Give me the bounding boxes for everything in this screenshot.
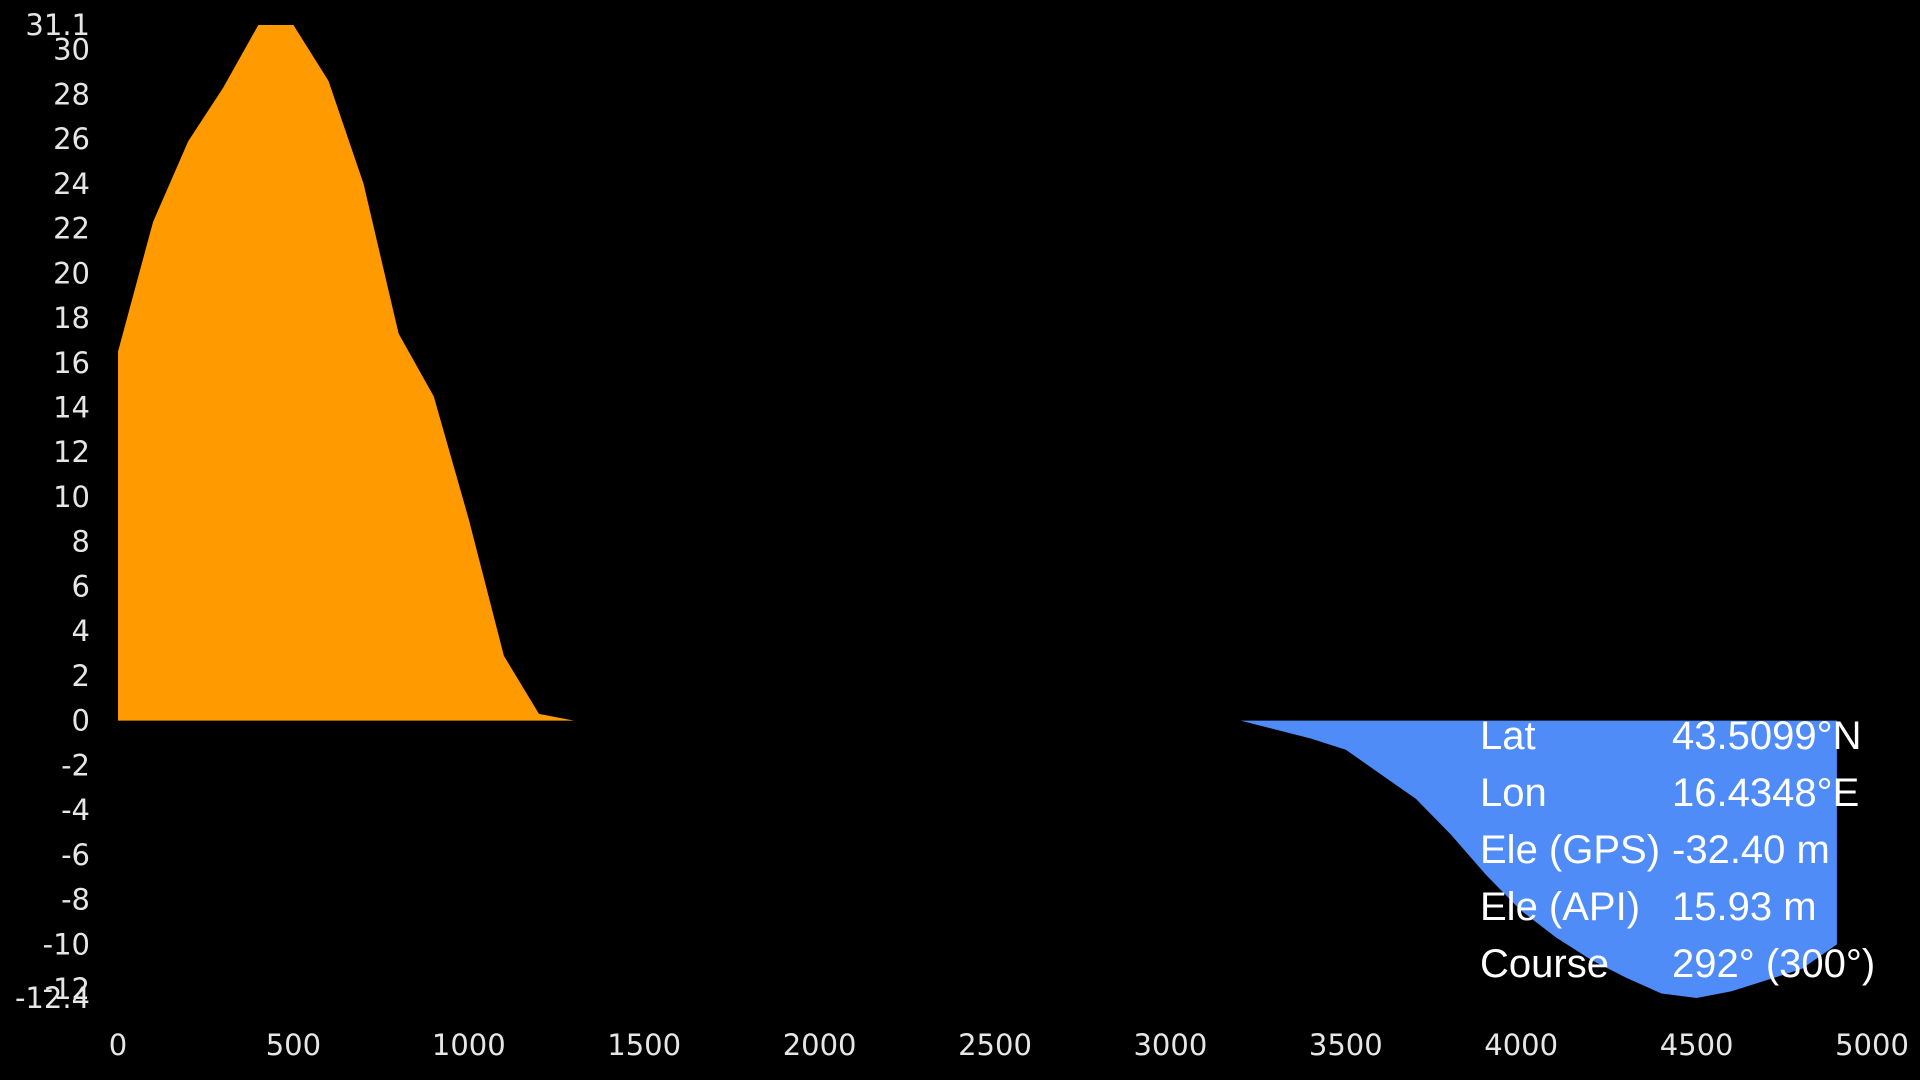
x-tick-label: 5000	[1835, 1028, 1909, 1062]
y-tick-label: 24	[53, 167, 90, 201]
y-tick-label: 6	[72, 569, 90, 603]
y-tick-label: -12.4	[15, 981, 90, 1015]
x-tick-label: 1000	[432, 1028, 506, 1062]
ele-gps-value: -32.40 m	[1672, 828, 1830, 872]
y-tick-label: -10	[43, 927, 90, 961]
x-tick-label: 500	[266, 1028, 321, 1062]
y-tick-label: 22	[53, 212, 90, 246]
y-tick-label: -2	[61, 748, 90, 782]
y-tick-label: 0	[72, 704, 90, 738]
x-tick-label: 3500	[1309, 1028, 1383, 1062]
y-tick-label: 12	[53, 435, 90, 469]
y-tick-label: 8	[72, 525, 90, 559]
y-tick-label: -12	[43, 972, 90, 1006]
y-tick-label: 4	[72, 614, 90, 648]
lat-label: Lat	[1480, 714, 1536, 758]
chart-areas	[118, 25, 1837, 998]
info-row-lon: Lon 16.4348°E	[1480, 765, 1875, 822]
lon-value: 16.4348°E	[1672, 771, 1860, 815]
y-tick-label: 16	[53, 346, 90, 380]
ele-api-value: 15.93 m	[1672, 885, 1817, 929]
info-row-ele-api: Ele (API) 15.93 m	[1480, 879, 1875, 936]
x-tick-label: 0	[109, 1028, 127, 1062]
location-info-panel: Lat 43.5099°N Lon 16.4348°E Ele (GPS) -3…	[1480, 708, 1875, 993]
x-tick-label: 2000	[783, 1028, 857, 1062]
y-tick-label: 28	[53, 77, 90, 111]
x-axis-ticks: 0 500 1000 1500 2000 2500 3000 3500 4000 4500 5000	[109, 1028, 1909, 1062]
x-tick-label: 4500	[1660, 1028, 1734, 1062]
x-tick-label: 2500	[958, 1028, 1032, 1062]
y-tick-label: 10	[53, 480, 90, 514]
y-tick-label: -4	[61, 793, 90, 827]
y-tick-label: -6	[61, 838, 90, 872]
y-tick-label: 31.1	[25, 8, 90, 42]
lon-label: Lon	[1480, 771, 1547, 815]
y-tick-label: 14	[53, 390, 90, 424]
ele-api-label: Ele (API)	[1480, 885, 1641, 929]
info-row-ele-gps: Ele (GPS) -32.40 m	[1480, 822, 1875, 879]
y-tick-label: 30	[53, 33, 90, 67]
area-series-1	[118, 720, 1837, 998]
y-tick-label: 2	[72, 659, 90, 693]
y-tick-label: 18	[53, 301, 90, 335]
y-tick-label: 26	[53, 122, 90, 156]
y-axis-ticks: 31.1302826242220181614121086420-2-4-6-8-…	[15, 8, 90, 1015]
x-tick-label: 4000	[1484, 1028, 1558, 1062]
lat-value: 43.5099°N	[1672, 714, 1862, 758]
y-tick-label: -8	[61, 883, 90, 917]
course-label: Course	[1480, 942, 1609, 986]
course-value: 292° (300°)	[1672, 942, 1876, 986]
x-tick-label: 1500	[607, 1028, 681, 1062]
ele-gps-label: Ele (GPS)	[1480, 828, 1661, 872]
x-tick-label: 3000	[1133, 1028, 1207, 1062]
info-row-lat: Lat 43.5099°N	[1480, 708, 1875, 765]
area-series-0	[118, 25, 1837, 721]
y-tick-label: 20	[53, 256, 90, 290]
info-row-course: Course 292° (300°)	[1480, 936, 1875, 993]
